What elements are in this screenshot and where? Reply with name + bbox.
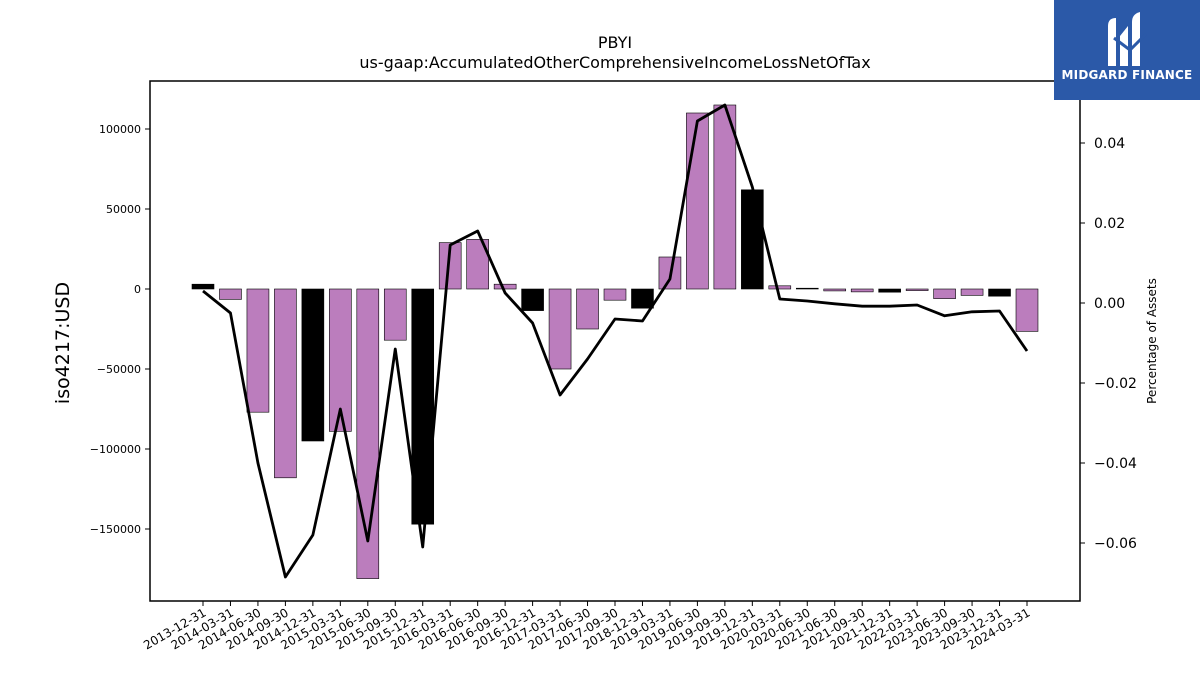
bar-2023-09-30 (960, 288, 984, 296)
line-layer (202, 103, 1029, 579)
percentage-line (202, 103, 1029, 579)
bar-2017-09-30 (603, 288, 627, 301)
bar-2018-12-31 (631, 288, 654, 309)
bar-2016-06-30 (466, 239, 489, 290)
bars-layer (191, 104, 1039, 579)
bar-2016-09-30 (493, 283, 517, 290)
bar-2016-03-31 (438, 242, 462, 290)
bar-2020-06-30 (795, 287, 819, 290)
bar-2020-03-31 (768, 285, 792, 290)
bar-2014-03-31 (219, 288, 242, 300)
bar-2014-06-30 (246, 288, 270, 413)
midgard-logo-icon (1108, 12, 1148, 66)
bar-2017-03-31 (548, 288, 572, 370)
bar-2023-06-30 (933, 288, 956, 299)
y-tick-label: 50000 (106, 203, 141, 216)
bar-2017-06-30 (576, 288, 599, 330)
bar-2022-03-31 (905, 288, 929, 291)
bar-2024-03-31 (1015, 288, 1039, 332)
bar-2013-12-31 (191, 283, 215, 290)
y2-axis-label: Percentage of Assets (1145, 278, 1159, 404)
y2-tick-label: −0.04 (1094, 456, 1137, 472)
bar-2015-03-31 (329, 288, 352, 432)
y-tick-label: −100000 (90, 443, 141, 456)
y2-tick-label: −0.06 (1094, 536, 1137, 552)
x-axis: 2013-12-312014-03-312014-06-302014-09-30… (141, 601, 1033, 652)
logo-text: MIDGARD FINANCE (1061, 68, 1193, 82)
bar-2019-12-31 (741, 189, 764, 290)
bar-2021-12-31 (878, 288, 901, 293)
bar-2023-12-31 (988, 288, 1011, 297)
bar-2019-06-30 (686, 112, 709, 290)
bar-2021-06-30 (823, 288, 847, 292)
bar-2015-09-30 (383, 288, 407, 341)
y2-tick-label: 0.00 (1094, 296, 1125, 312)
bar-2015-12-31 (411, 288, 435, 525)
y2-tick-label: 0.02 (1094, 216, 1125, 232)
y2-tick-label: 0.04 (1094, 136, 1125, 152)
y-axis-right: 0.04 0.02 0.00 −0.02 −0.04 −0.06 (1080, 136, 1137, 552)
bar-2016-12-31 (521, 288, 544, 311)
bar-2019-09-30 (713, 104, 737, 290)
bar-2014-09-30 (274, 288, 297, 479)
brand-logo: MIDGARD FINANCE (1054, 0, 1200, 100)
y2-tick-label: −0.02 (1094, 376, 1137, 392)
y-tick-label: −50000 (97, 363, 141, 376)
y-tick-label: 0 (134, 283, 141, 296)
chart-subtitle: us-gaap:AccumulatedOtherComprehensiveInc… (359, 53, 870, 72)
chart-title: PBYI (598, 33, 632, 52)
y-tick-label: 100000 (99, 123, 141, 136)
bar-2014-12-31 (301, 288, 325, 442)
y-tick-label: −150000 (90, 523, 141, 536)
y-axis-label: iso4217:USD (52, 282, 74, 404)
bar-2021-09-30 (850, 288, 874, 293)
y-axis-left: 100000 50000 0 −50000 −100000 −150000 (90, 123, 150, 536)
